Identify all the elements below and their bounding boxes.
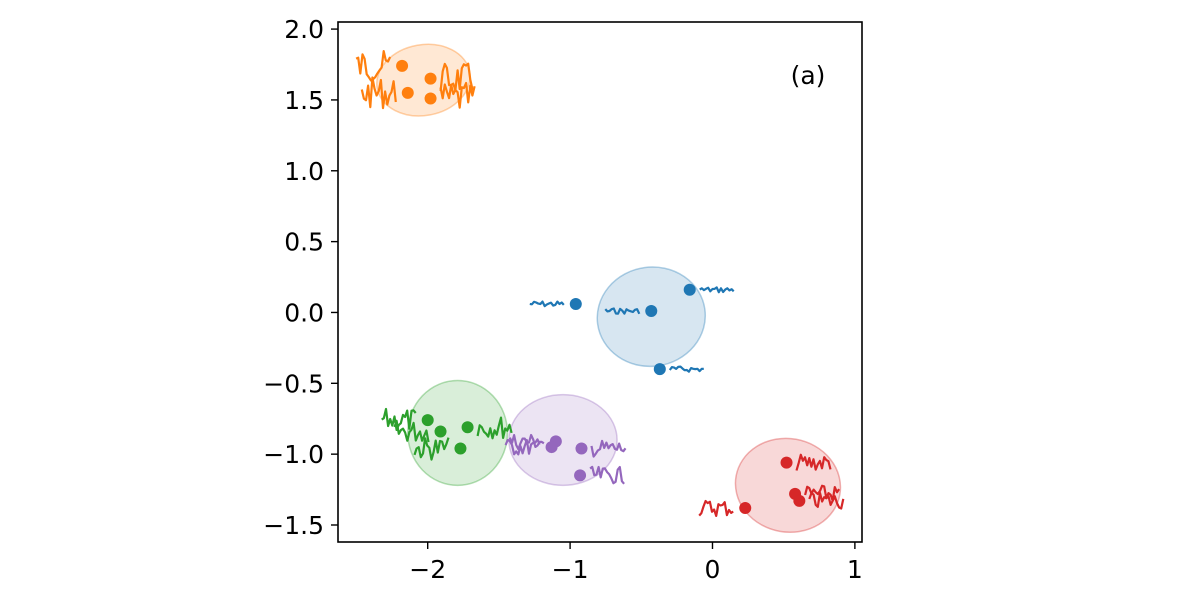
cluster-ellipse <box>407 379 509 487</box>
y-tick-label: −1.5 <box>263 511 324 540</box>
series-glyph <box>698 499 734 517</box>
series-glyph <box>360 76 397 110</box>
data-point <box>683 283 696 296</box>
y-tick-label: −1.0 <box>263 440 324 469</box>
cluster-ellipses <box>376 43 842 534</box>
x-tick-label: 1 <box>847 555 863 584</box>
y-tick-label: 0.5 <box>284 228 324 257</box>
x-axis: −2 −1 0 1 <box>409 542 863 584</box>
data-point <box>739 501 752 514</box>
data-point <box>545 441 558 454</box>
y-tick-label: 2.0 <box>284 15 324 44</box>
series-glyph <box>393 419 430 443</box>
cluster-points <box>396 59 806 514</box>
series-glyph <box>668 365 704 373</box>
data-point <box>421 414 434 427</box>
series-glyph <box>604 307 641 315</box>
data-point <box>434 425 447 438</box>
series-glyph <box>439 62 475 92</box>
data-point <box>424 92 437 105</box>
data-point <box>793 494 806 507</box>
series-glyph <box>589 465 625 485</box>
x-tick-label: −2 <box>409 555 446 584</box>
y-tick-label: 1.5 <box>284 86 324 115</box>
data-point <box>645 305 658 318</box>
y-tick-label: 0.0 <box>284 298 324 327</box>
series-glyph <box>795 453 832 471</box>
data-point <box>454 442 467 455</box>
data-point <box>575 442 588 455</box>
y-tick-label: −0.5 <box>263 369 324 398</box>
series-glyph <box>504 438 541 456</box>
series-glyph <box>529 300 565 308</box>
series-glyph <box>476 416 513 440</box>
y-axis: 2.0 1.5 1.0 0.5 0.0 −0.5 −1.0 −1.5 <box>263 15 338 540</box>
data-point <box>653 363 666 376</box>
series-glyph <box>808 491 845 510</box>
y-tick-label: 1.0 <box>284 157 324 186</box>
series-glyph <box>699 286 735 294</box>
series-glyph <box>590 439 627 458</box>
series-glyph <box>381 407 417 431</box>
data-point <box>461 421 474 434</box>
data-point <box>780 456 793 469</box>
x-tick-label: 0 <box>705 555 721 584</box>
series-glyph <box>804 484 841 502</box>
data-point <box>574 469 587 482</box>
plot-frame <box>337 21 863 543</box>
data-point <box>569 297 582 310</box>
data-point <box>401 86 414 99</box>
data-point <box>396 59 409 72</box>
series-glyph <box>413 437 450 461</box>
series-glyph <box>439 81 476 109</box>
x-tick-label: −1 <box>552 555 589 584</box>
cluster-ellipse <box>734 437 842 534</box>
cluster-series-lines <box>355 50 845 517</box>
data-point <box>424 72 437 85</box>
panel-label: (a) <box>791 61 826 90</box>
